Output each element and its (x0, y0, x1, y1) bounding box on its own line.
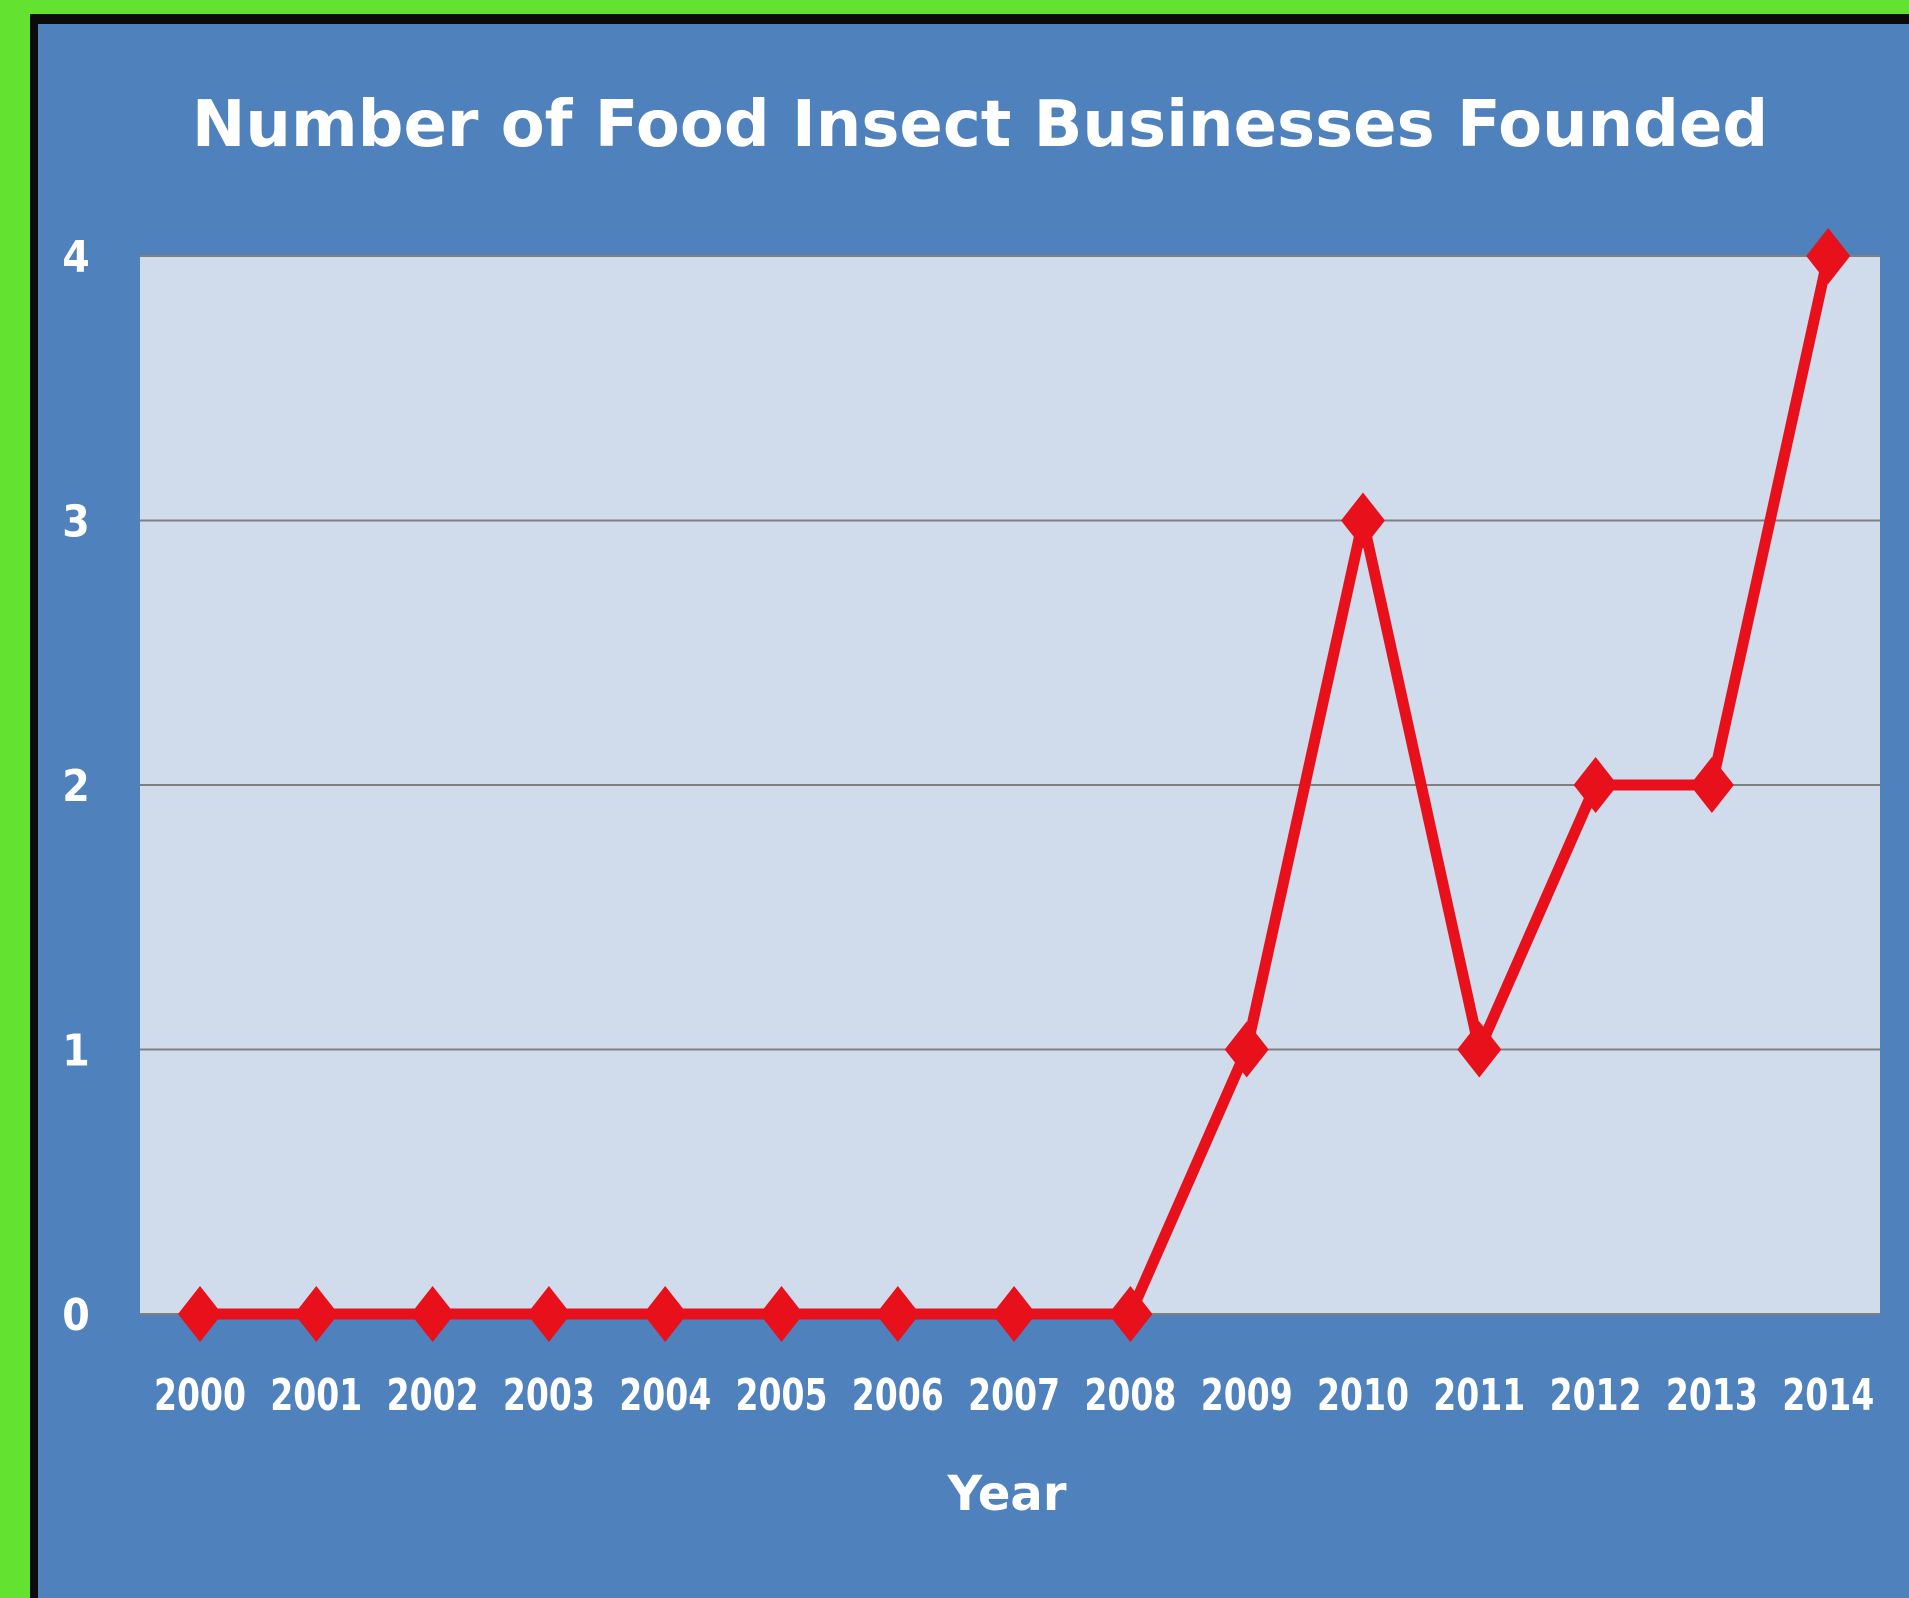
x-tick-label: 2007 (968, 1370, 1060, 1421)
x-axis-label: Year (947, 1466, 1067, 1522)
y-tick-label: 1 (62, 1026, 90, 1077)
y-axis-ticks: 0 1 2 3 4 (62, 232, 90, 1341)
data-point (1457, 1021, 1502, 1078)
x-tick-label: 2000 (154, 1370, 246, 1421)
x-axis-ticks: 2000 2001 2002 2003 2004 2005 2006 2007 2008 2009… (154, 1370, 1874, 1421)
y-tick-label: 4 (62, 232, 90, 283)
data-point (1573, 757, 1618, 813)
x-tick-label: 2011 (1433, 1370, 1525, 1421)
x-tick-label: 2013 (1666, 1370, 1758, 1421)
chart-title: Number of Food Insect Businesses Founded (192, 88, 1768, 162)
x-tick-label: 2010 (1317, 1370, 1409, 1421)
y-tick-label: 3 (62, 497, 90, 548)
data-point (759, 1286, 804, 1342)
x-tick-label: 2001 (270, 1370, 362, 1421)
series-markers (178, 228, 1851, 1342)
data-point (643, 1286, 688, 1342)
x-tick-label: 2003 (503, 1370, 595, 1421)
x-tick-label: 2005 (736, 1370, 828, 1421)
data-point (1108, 1286, 1153, 1342)
data-point (294, 1286, 339, 1342)
data-point (1224, 1021, 1269, 1078)
data-point (178, 1286, 222, 1342)
y-tick-label: 2 (62, 761, 90, 812)
x-tick-label: 2012 (1550, 1370, 1642, 1421)
data-point (526, 1286, 571, 1342)
data-point (875, 1286, 920, 1342)
y-tick-label: 0 (62, 1290, 90, 1341)
data-point (1341, 492, 1385, 549)
x-tick-label: 2002 (387, 1370, 479, 1421)
x-tick-label: 2004 (619, 1370, 711, 1421)
x-tick-label: 2009 (1201, 1370, 1293, 1421)
data-point (992, 1286, 1037, 1342)
x-tick-label: 2014 (1782, 1370, 1874, 1421)
data-point (410, 1286, 455, 1342)
x-tick-label: 2006 (852, 1370, 944, 1421)
x-tick-label: 2008 (1084, 1370, 1176, 1421)
data-point (1689, 757, 1734, 813)
data-point (1806, 228, 1851, 284)
